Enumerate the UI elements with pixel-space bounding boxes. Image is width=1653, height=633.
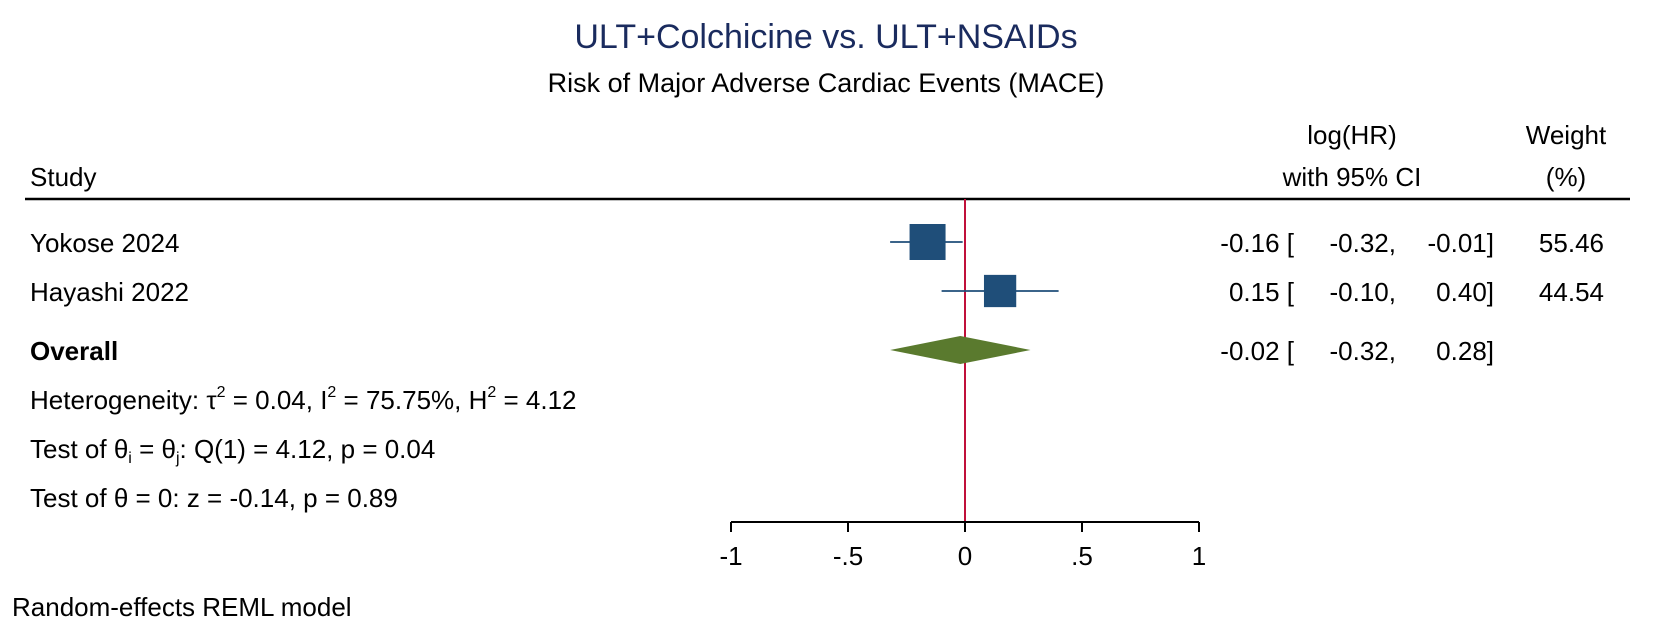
x-tick-label: -.5: [833, 541, 863, 571]
study-lower: -0.10,: [1330, 277, 1397, 307]
overall-lower: -0.32,: [1330, 336, 1397, 366]
header-study: Study: [30, 162, 97, 192]
overall-diamond: [890, 336, 1031, 364]
study-lower: -0.32,: [1330, 228, 1397, 258]
plot-marks: -1 -.5 0 .5 1: [719, 199, 1206, 571]
study-upper: -0.01]: [1428, 228, 1495, 258]
study-label: Hayashi 2022: [30, 277, 189, 307]
header-weight-line1: Weight: [1526, 120, 1607, 150]
overall-label: Overall: [30, 336, 118, 366]
x-tick-label: .5: [1071, 541, 1093, 571]
study-estimate: 0.15 [: [1229, 277, 1295, 307]
x-tick-label: 0: [958, 541, 972, 571]
header-effect-line1: log(HR): [1307, 120, 1397, 150]
header-weight-line2: (%): [1546, 162, 1586, 192]
study-weight: 44.54: [1539, 277, 1604, 307]
study-square: [909, 224, 946, 260]
header-effect-line2: with 95% CI: [1282, 162, 1422, 192]
study-estimate: -0.16 [: [1220, 228, 1294, 258]
overall-estimate: -0.02 [: [1220, 336, 1294, 366]
study-label: Yokose 2024: [30, 228, 179, 258]
study-square: [983, 274, 1017, 308]
heterogeneity-text: Heterogeneity: τ2 = 0.04, I2 = 75.75%, H…: [30, 384, 577, 415]
chart-title: ULT+Colchicine vs. ULT+NSAIDs: [574, 18, 1077, 56]
x-tick-label: -1: [719, 541, 742, 571]
chart-subtitle: Risk of Major Adverse Cardiac Events (MA…: [548, 68, 1105, 98]
study-weight: 55.46: [1539, 228, 1604, 258]
model-footnote: Random-effects REML model: [12, 592, 352, 622]
overall-upper: 0.28]: [1436, 336, 1494, 366]
test-theta-0-text: Test of θ = 0: z = -0.14, p = 0.89: [30, 483, 398, 513]
x-tick-label: 1: [1192, 541, 1206, 571]
study-upper: 0.40]: [1436, 277, 1494, 307]
test-theta-ij-text: Test of θi = θj: Q(1) = 4.12, p = 0.04: [30, 434, 435, 467]
